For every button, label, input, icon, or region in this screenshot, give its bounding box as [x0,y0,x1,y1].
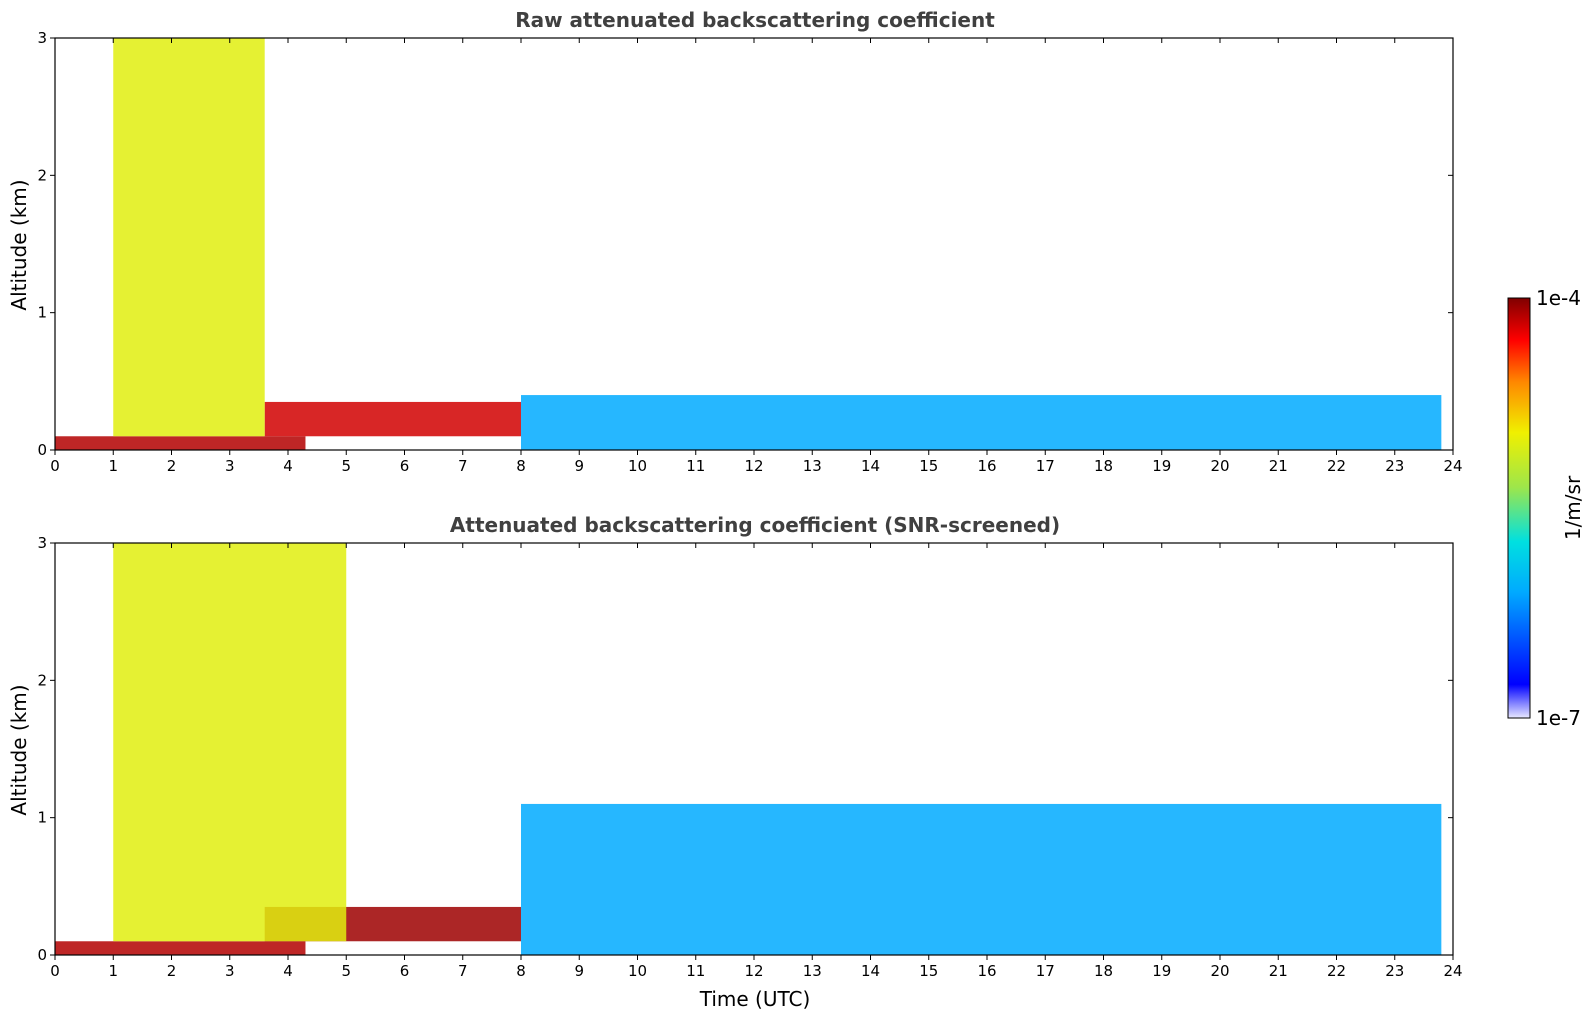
x-tick-label: 21 [1269,457,1288,475]
y-tick-label: 2 [37,166,47,184]
y-tick-label: 3 [37,29,47,47]
x-tick-label: 5 [341,457,351,475]
x-tick-label: 11 [686,962,705,980]
screened-panel-title: Attenuated backscattering coefficient (S… [450,513,1060,537]
x-tick-label: 4 [283,962,293,980]
x-tick-label: 16 [977,962,996,980]
x-tick-label: 23 [1385,962,1404,980]
x-tick-label: 19 [1152,457,1171,475]
x-tick-label: 1 [108,457,118,475]
x-tick-label: 19 [1152,962,1171,980]
data-layer-aerosol-column [113,543,347,942]
raw-backscatter-panel: Raw attenuated backscattering coefficien… [7,8,1463,475]
x-tick-label: 18 [1094,457,1113,475]
x-tick-label: 22 [1327,962,1346,980]
x-tick-label: 12 [744,962,763,980]
x-tick-label: 6 [400,457,410,475]
raw-panel-title: Raw attenuated backscattering coefficien… [515,8,995,32]
y-tick-label: 0 [37,946,47,964]
colorbar-min-label: 1e-7 [1536,706,1581,730]
y-tick-label: 2 [37,671,47,689]
x-tick-label: 21 [1269,962,1288,980]
x-tick-label: 13 [803,457,822,475]
x-tick-label: 8 [516,962,526,980]
x-tick-label: 1 [108,962,118,980]
x-tick-label: 10 [628,962,647,980]
x-tick-label: 4 [283,457,293,475]
data-layer-boundary-layer [521,395,1442,450]
x-tick-label: 12 [744,457,763,475]
screened-y-axis-label: Altitude (km) [7,684,31,815]
x-tick-label: 14 [861,962,880,980]
colorbar-max-label: 1e-4 [1536,286,1581,310]
y-tick-label: 3 [37,534,47,552]
x-tick-label: 9 [574,962,584,980]
x-tick-label: 20 [1210,457,1229,475]
x-tick-label: 3 [225,457,235,475]
colorbar: 1e-4 1e-7 1/m/sr [1507,286,1585,730]
x-tick-label: 15 [919,962,938,980]
y-tick-label: 1 [37,809,47,827]
y-tick-label: 1 [37,304,47,322]
raw-y-axis-label: Altitude (km) [7,179,31,310]
x-tick-label: 5 [341,962,351,980]
x-tick-label: 20 [1210,962,1229,980]
x-tick-label: 2 [167,962,177,980]
data-layer-boundary-layer [521,803,1442,955]
data-layer-surface-layer [55,436,306,450]
y-tick-label: 0 [37,441,47,459]
x-tick-label: 8 [516,457,526,475]
x-tick-label: 22 [1327,457,1346,475]
x-tick-label: 0 [50,962,60,980]
x-tick-label: 7 [458,962,468,980]
x-tick-label: 2 [167,457,177,475]
x-tick-label: 10 [628,457,647,475]
x-tick-label: 15 [919,457,938,475]
data-layer-surface-layer [55,941,306,955]
plot-background [55,38,1453,450]
x-tick-label: 13 [803,962,822,980]
x-axis-label: Time (UTC) [699,987,811,1011]
x-tick-label: 3 [225,962,235,980]
screened-backscatter-panel: Attenuated backscattering coefficient (S… [7,513,1463,1011]
x-tick-label: 17 [1036,962,1055,980]
data-layer-elevated-layer [264,401,521,437]
x-tick-label: 17 [1036,457,1055,475]
x-tick-label: 24 [1443,457,1462,475]
x-tick-label: 24 [1443,962,1462,980]
raw-plot-area: 0 1 2 3 4 5 6 7 8 9 10 11 12 13 14 15 16 17 18 19 20 21 22 23 24… [37,29,1462,475]
x-tick-label: 14 [861,457,880,475]
data-layer-aerosol-column [113,38,265,437]
x-tick-label: 7 [458,457,468,475]
x-tick-label: 18 [1094,962,1113,980]
x-tick-label: 11 [686,457,705,475]
screened-plot-area: 0 1 2 3 4 5 6 7 8 9 10 11 12 13 14 15 16 17 18 19 20 21 22 23 24… [37,534,1462,980]
x-tick-label: 0 [50,457,60,475]
x-tick-label: 23 [1385,457,1404,475]
x-tick-label: 9 [574,457,584,475]
x-tick-label: 16 [977,457,996,475]
colorbar-unit-label: 1/m/sr [1561,475,1585,540]
x-tick-label: 6 [400,962,410,980]
colorbar-gradient [1507,297,1531,719]
